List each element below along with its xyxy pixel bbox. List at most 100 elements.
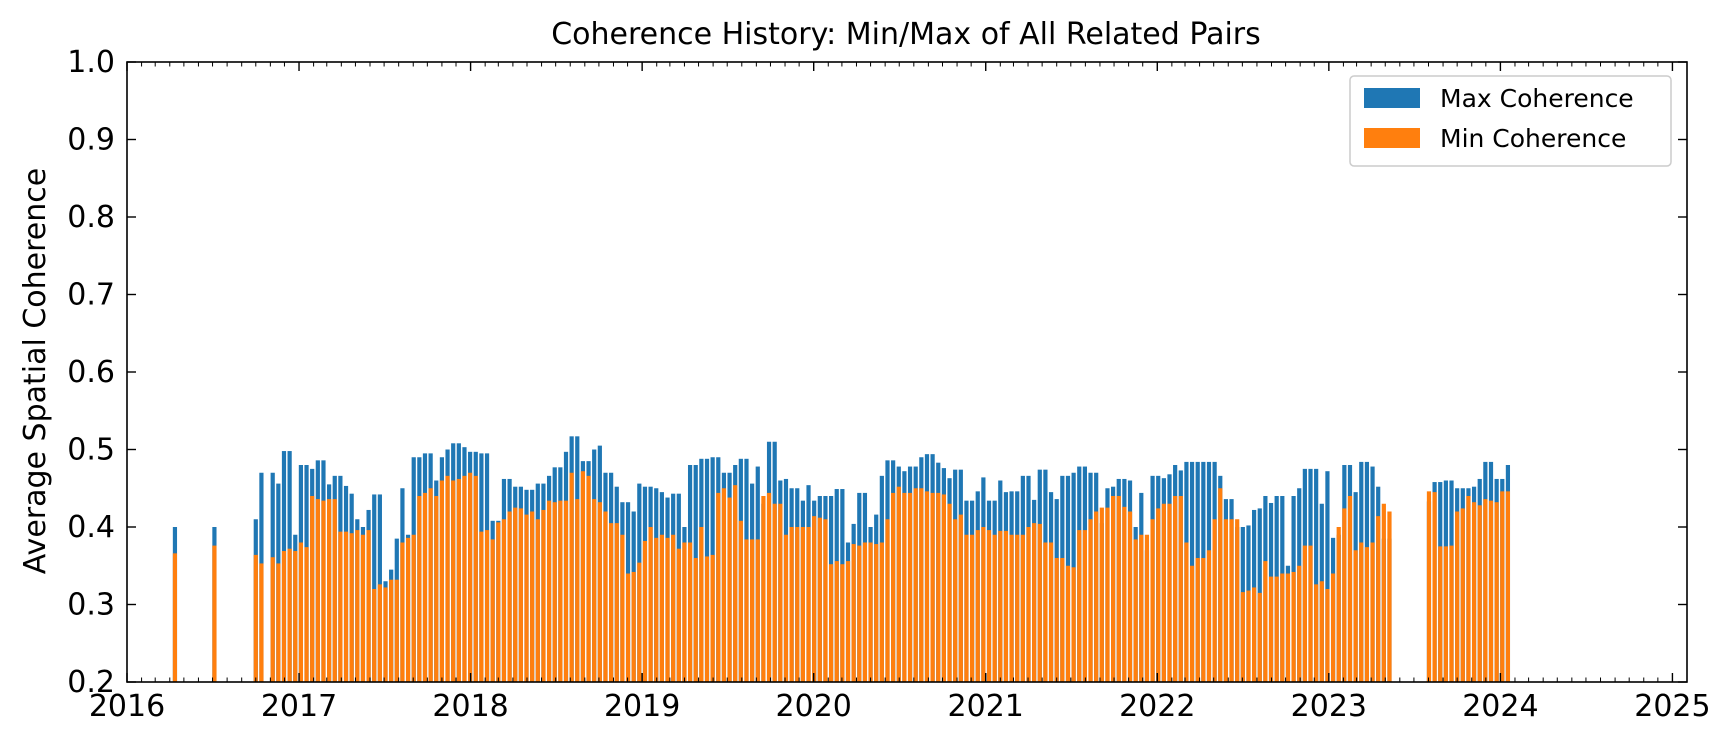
min-coherence-bar — [1139, 534, 1144, 682]
min-coherence-bar — [439, 480, 445, 682]
min-coherence-bar — [1257, 592, 1262, 682]
min-coherence-bar — [676, 548, 681, 682]
min-coherence-bar — [597, 502, 602, 682]
min-coherence-bar — [958, 514, 963, 682]
min-coherence-bar — [281, 551, 287, 682]
min-coherence-bar — [1438, 546, 1443, 682]
min-coherence-bar — [1364, 547, 1370, 682]
min-coherence-bar — [766, 492, 772, 682]
min-coherence-bar — [845, 561, 851, 682]
min-coherence-bar — [1065, 565, 1071, 682]
max-coherence-bar — [1314, 468, 1319, 682]
x-tick-label: 2023 — [1291, 689, 1367, 724]
min-coherence-bar — [800, 527, 805, 682]
min-coherence-bar — [343, 531, 349, 682]
x-tick-label: 2025 — [1634, 689, 1710, 724]
min-coherence-bar — [1218, 488, 1223, 682]
min-coherence-bar — [462, 475, 467, 682]
min-coherence-bar — [1003, 530, 1009, 682]
min-coherence-bar — [1156, 508, 1161, 682]
min-coherence-bar — [693, 558, 698, 682]
min-coherence-bar — [569, 472, 574, 682]
min-coherence-bar — [727, 497, 732, 682]
min-coherence-bar — [1387, 511, 1392, 682]
min-coherence-bar — [513, 507, 518, 682]
min-coherence-bar — [1488, 500, 1494, 682]
min-coherence-bar — [1032, 523, 1037, 682]
min-coherence-bar — [1325, 589, 1330, 682]
min-coherence-bar — [355, 530, 360, 682]
x-tick-label: 2024 — [1462, 689, 1538, 724]
min-coherence-bar — [546, 500, 552, 682]
min-coherence-bar — [1054, 558, 1059, 682]
axes-group: 0.2 0.3 0.4 0.5 0.6 0.7 0.8 0.9 1.0 2016 2017 2018 2… — [67, 45, 1710, 724]
min-coherence-bar — [671, 534, 676, 682]
min-coherence-bar — [1455, 511, 1460, 682]
y-tick-label: 0.2 — [67, 665, 115, 700]
chart-title: Coherence History: Min/Max of All Relate… — [551, 17, 1261, 52]
min-coherence-bar — [862, 542, 868, 682]
min-coherence-bar — [212, 545, 217, 682]
y-tick-label: 0.3 — [67, 588, 115, 623]
min-coherence-bar — [383, 587, 388, 682]
min-coherence-bar — [834, 561, 839, 682]
min-coherence-bar — [823, 519, 828, 682]
min-coherence-bar — [631, 571, 636, 682]
min-coherence-bar — [1302, 545, 1307, 682]
x-tick-label: 2016 — [89, 689, 165, 724]
min-coherence-bar — [710, 554, 715, 682]
min-coherence-bar — [1494, 502, 1499, 682]
min-coherence-bar — [1088, 519, 1093, 682]
min-coherence-bar — [1229, 519, 1234, 682]
min-coherence-bar — [1240, 592, 1245, 682]
min-coherence-bar — [828, 564, 834, 682]
min-coherence-bar — [422, 492, 428, 682]
min-coherence-bar — [986, 530, 992, 682]
min-coherence-bar — [1353, 550, 1358, 682]
x-tick-label: 2022 — [1119, 689, 1195, 724]
min-coherence-bar — [456, 478, 461, 682]
min-coherence-bar — [1291, 571, 1296, 682]
min-coherence-bar — [896, 486, 901, 682]
min-coherence-bar — [620, 534, 625, 682]
min-coherence-bar — [1077, 530, 1082, 682]
min-coherence-bar — [428, 488, 433, 682]
min-coherence-bar — [552, 502, 557, 682]
x-tick-label: 2017 — [261, 689, 337, 724]
min-coherence-bar — [1071, 567, 1076, 682]
min-coherence-bar — [434, 496, 439, 682]
min-coherence-bar — [603, 511, 608, 682]
min-coherence-bar — [772, 503, 777, 682]
min-coherence-bar — [1477, 505, 1482, 682]
y-tick-label: 1.0 — [67, 45, 115, 80]
min-coherence-bar — [575, 499, 580, 682]
min-coherence-bar — [975, 530, 980, 682]
min-coherence-bar — [806, 527, 811, 682]
min-coherence-bar — [287, 548, 292, 682]
min-coherence-bar — [1432, 492, 1437, 682]
min-coherence-bar — [659, 534, 664, 682]
min-coherence-bar — [1133, 539, 1138, 682]
min-coherence-bar — [1223, 519, 1229, 682]
min-coherence-bar — [665, 537, 670, 682]
min-coherence-bar — [947, 503, 952, 682]
y-tick-label: 0.8 — [67, 200, 115, 235]
min-coherence-bar — [524, 514, 529, 682]
min-coherence-bar — [1178, 496, 1183, 682]
min-coherence-bar — [969, 534, 975, 682]
min-coherence-bar — [1043, 542, 1048, 682]
min-coherence-bar — [563, 500, 569, 682]
min-coherence-bar — [1319, 581, 1324, 682]
legend: Max Coherence Min Coherence — [1349, 75, 1672, 167]
min-coherence-bar — [1246, 590, 1251, 682]
min-coherence-bar — [1235, 519, 1240, 682]
legend-box — [1349, 75, 1672, 167]
min-coherence-bar — [783, 534, 789, 682]
min-coherence-bar — [1500, 491, 1505, 682]
min-coherence-bar — [293, 551, 298, 682]
min-coherence-bar — [1381, 503, 1386, 682]
min-coherence-bar — [1297, 565, 1302, 682]
min-coherence-bar — [1201, 558, 1206, 682]
min-coherence-bar — [1285, 573, 1291, 682]
